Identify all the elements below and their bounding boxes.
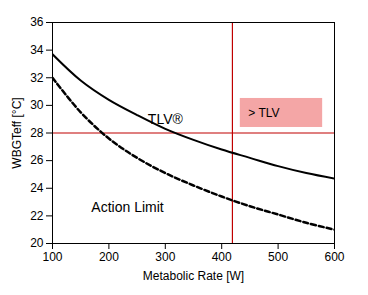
svg-text:300: 300 xyxy=(155,250,175,264)
svg-text:500: 500 xyxy=(268,250,288,264)
svg-text:20: 20 xyxy=(30,236,44,250)
svg-text:Metabolic Rate [W]: Metabolic Rate [W] xyxy=(143,269,244,283)
svg-text:600: 600 xyxy=(324,250,344,264)
svg-text:26: 26 xyxy=(30,153,44,167)
svg-text:22: 22 xyxy=(30,209,44,223)
svg-text:28: 28 xyxy=(30,126,44,140)
svg-text:100: 100 xyxy=(42,250,62,264)
svg-text:24: 24 xyxy=(30,181,44,195)
svg-text:34: 34 xyxy=(30,43,44,57)
svg-text:Action Limit: Action Limit xyxy=(91,199,163,215)
svg-text:30: 30 xyxy=(30,98,44,112)
svg-text:TLV®: TLV® xyxy=(148,111,184,127)
svg-text:200: 200 xyxy=(99,250,119,264)
svg-text:32: 32 xyxy=(30,71,44,85)
svg-text:> TLV: > TLV xyxy=(248,106,279,120)
svg-text:WBGTeff [°C]: WBGTeff [°C] xyxy=(10,97,24,168)
svg-text:400: 400 xyxy=(212,250,232,264)
svg-text:36: 36 xyxy=(30,15,44,29)
